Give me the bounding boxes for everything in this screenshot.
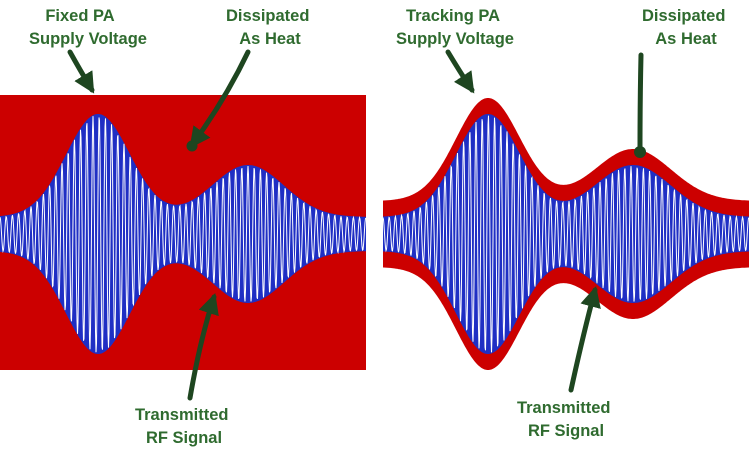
right-heat-arrow bbox=[637, 52, 644, 151]
left-supply-arrow bbox=[67, 49, 95, 94]
right-supply-arrow bbox=[445, 49, 475, 94]
left-rf-carrier-waveform bbox=[0, 116, 366, 353]
right-signal-arrow bbox=[568, 285, 601, 393]
right-heat-label: Dissipated As Heat bbox=[642, 7, 730, 48]
right-heat-dot bbox=[634, 146, 646, 158]
left-supply-label: Fixed PA Supply Voltage bbox=[29, 7, 147, 48]
right-rf-signal-envelope bbox=[383, 114, 749, 354]
left-heat-dot bbox=[186, 140, 198, 152]
right-supply-label: Tracking PA Supply Voltage bbox=[396, 7, 514, 48]
left-signal-arrow bbox=[187, 293, 219, 401]
callout-arrows bbox=[67, 49, 646, 401]
left-heat-label: Dissipated As Heat bbox=[226, 7, 314, 48]
left-signal-label: Transmitted RF Signal bbox=[135, 406, 233, 447]
left-panel bbox=[0, 95, 366, 370]
left-heat-arrow bbox=[189, 49, 251, 149]
right-rf-carrier-waveform bbox=[383, 115, 749, 353]
right-panel bbox=[383, 98, 749, 370]
right-signal-label: Transmitted RF Signal bbox=[517, 399, 615, 440]
